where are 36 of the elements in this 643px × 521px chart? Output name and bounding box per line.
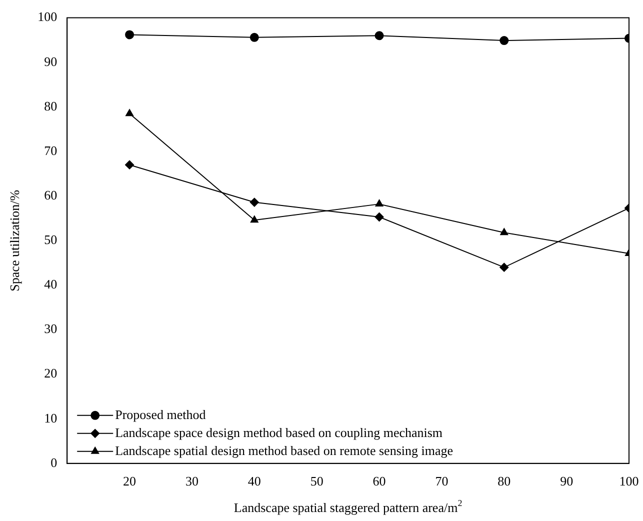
legend-label: Landscape space design method based on coupling mechanism: [115, 424, 443, 440]
point: [374, 31, 384, 40]
y-tick-label: 40: [44, 276, 58, 292]
point: [500, 262, 509, 272]
point: [126, 109, 134, 116]
y-tick-label: 10: [44, 410, 58, 426]
x-tick-label: 90: [560, 474, 574, 489]
y-tick-label: 0: [50, 454, 58, 470]
point: [250, 216, 258, 223]
legend-label: Proposed method: [115, 406, 206, 422]
point: [250, 32, 259, 42]
point: [250, 198, 259, 207]
y-tick-label: 80: [44, 98, 58, 114]
y-tick-label: 30: [44, 321, 58, 336]
point: [374, 212, 384, 222]
x-tick-label: 20: [123, 474, 136, 489]
legend-label: Landscape spatial design method based on remote sensing image: [115, 442, 454, 458]
x-tick-label: 40: [248, 474, 261, 489]
y-tick-label: 70: [44, 142, 58, 158]
x-tick-label: 60: [372, 474, 386, 489]
y-tick-label: 90: [44, 54, 58, 69]
x-tick-label: 50: [310, 474, 324, 489]
x-tick-label: 30: [185, 474, 198, 489]
x-tick-label: 70: [435, 474, 448, 489]
y-tick-label: 50: [44, 232, 58, 248]
y-tick-label: 20: [44, 366, 58, 381]
point: [375, 200, 384, 207]
y-tick-label: 60: [44, 187, 58, 202]
point: [500, 228, 508, 236]
x-tick-label: 80: [498, 474, 511, 489]
y-axis-title: Space utilization/%: [7, 190, 22, 292]
point: [125, 30, 134, 40]
y-tick-label: 100: [38, 9, 58, 24]
point: [500, 36, 509, 46]
point: [125, 160, 134, 170]
x-tick-label: 100: [619, 474, 639, 489]
